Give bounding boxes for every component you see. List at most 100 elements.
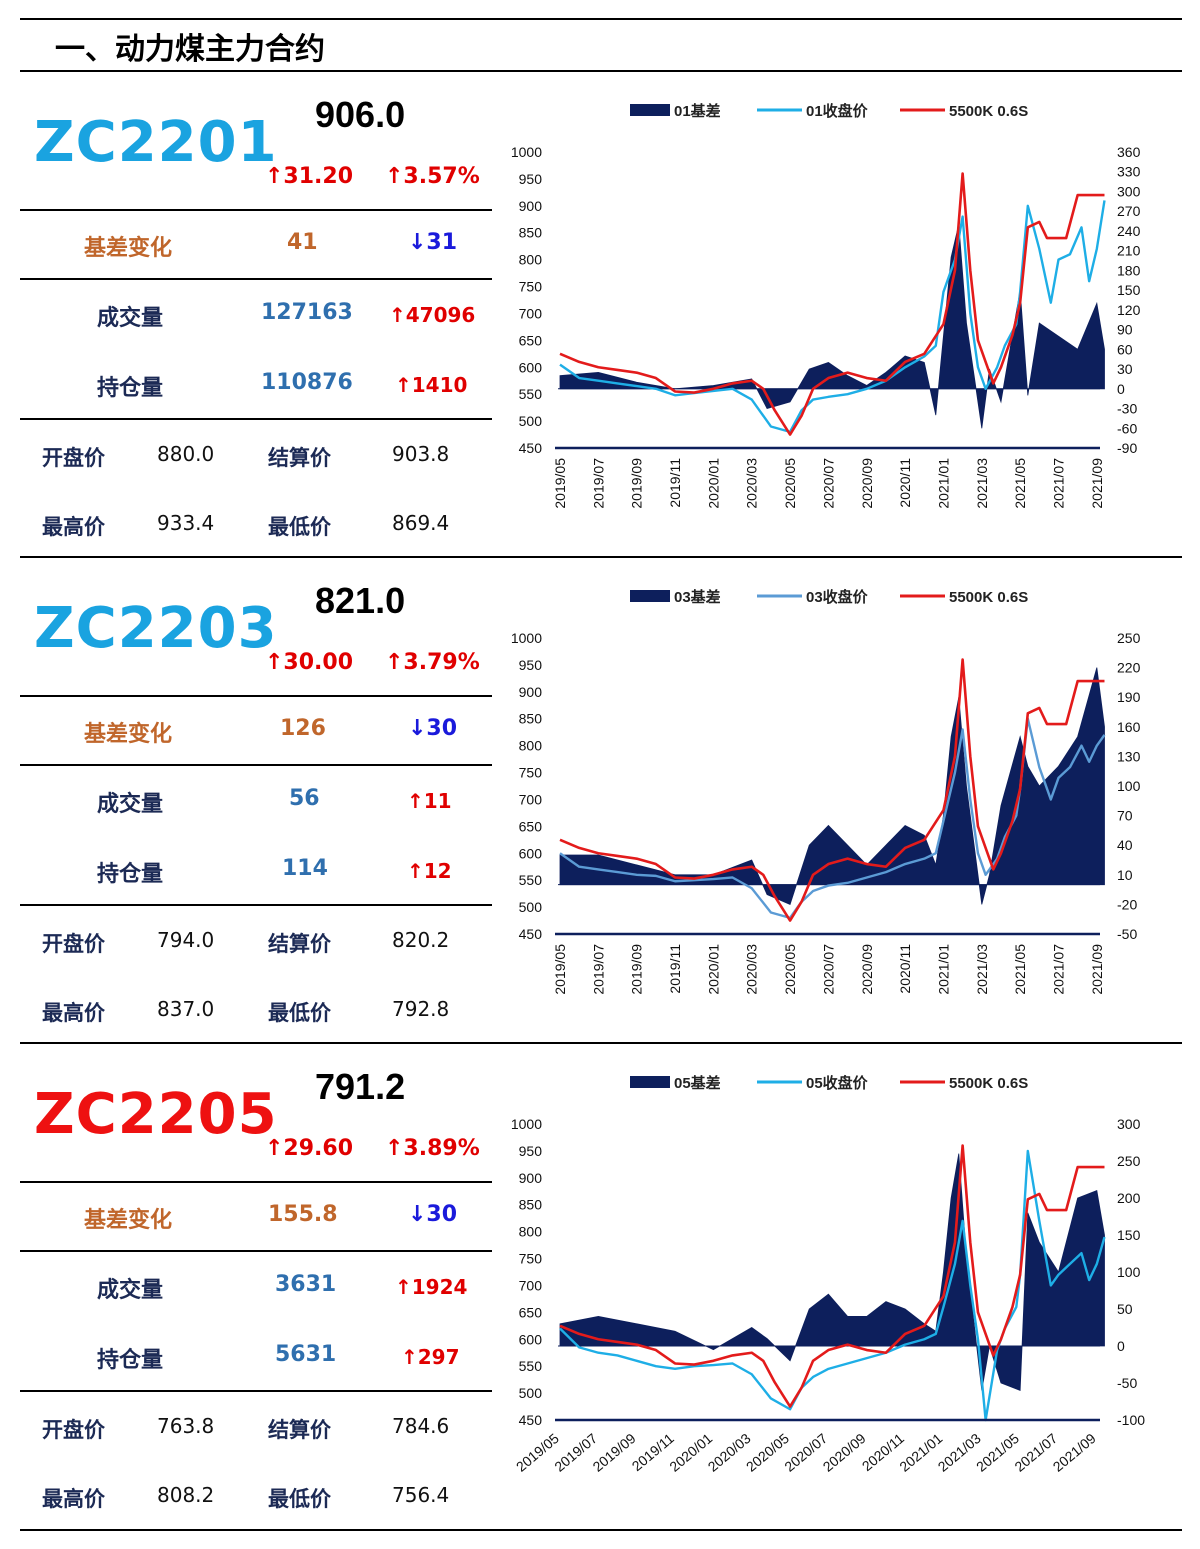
x-tick-label: 2019/11: [667, 458, 683, 508]
y-left-tick-label: 500: [519, 899, 543, 915]
legend-label: 05基差: [674, 1074, 721, 1092]
y-left-tick-label: 500: [519, 1385, 543, 1401]
y-left-tick-label: 450: [519, 440, 543, 456]
open-value: 794.0: [157, 928, 215, 952]
y-left-tick-label: 800: [519, 738, 543, 754]
low-label: 最低价: [268, 515, 331, 539]
x-tick-label: 2020/07: [820, 944, 836, 995]
y-right-tick-label: 190: [1117, 689, 1141, 705]
high-value: 837.0: [157, 997, 215, 1021]
y-right-tick-label: 90: [1117, 322, 1133, 338]
y-left-tick-label: 900: [519, 198, 543, 214]
high-label: 最高价: [42, 1001, 105, 1025]
x-tick-label: 2021/03: [974, 458, 990, 509]
close-price-line: [559, 1149, 1106, 1422]
x-tick-label: 2020/05: [782, 458, 798, 509]
y-left-tick-label: 1000: [511, 1116, 542, 1132]
volume-change: ↑1924: [395, 1275, 468, 1299]
basis-area: [559, 1153, 1105, 1391]
settle-value: 784.6: [392, 1414, 450, 1438]
legend-item: 5500K 0.6S: [900, 103, 1028, 120]
y-left-tick-label: 800: [519, 1224, 543, 1240]
settle-value: 903.8: [392, 442, 450, 466]
basis-value: 41: [287, 230, 318, 255]
high-label: 最高价: [42, 515, 105, 539]
panel-rule: [20, 1529, 1182, 1531]
y-right-tick-label: 270: [1117, 203, 1141, 219]
x-tick-label: 2021/05: [1012, 944, 1028, 995]
volume-label: 成交量: [97, 306, 164, 331]
low-label: 最低价: [268, 1001, 331, 1025]
y-left-tick-label: 450: [519, 926, 543, 942]
volume-value: 127163: [261, 300, 353, 325]
y-left-tick-label: 550: [519, 1358, 543, 1374]
open-value: 880.0: [157, 442, 215, 466]
legend-item: 5500K 0.6S: [900, 1075, 1028, 1092]
y-right-tick-label: 130: [1117, 748, 1141, 764]
row-divider: [20, 904, 492, 906]
basis-value: 155.8: [268, 1202, 338, 1227]
low-value: 869.4: [392, 511, 450, 535]
y-left-tick-label: 600: [519, 359, 543, 375]
y-left-tick-label: 700: [519, 305, 543, 321]
y-right-tick-label: -20: [1117, 896, 1137, 912]
basis-change: ↓31: [408, 230, 458, 255]
open-label: 开盘价: [42, 1418, 105, 1442]
row-divider: [20, 1250, 492, 1252]
y-right-tick-label: -30: [1117, 401, 1137, 417]
basis-change: ↓30: [408, 716, 458, 741]
legend-item: 03基差: [630, 588, 721, 606]
close-price-line: [559, 717, 1106, 920]
y-left-tick-label: 750: [519, 279, 543, 295]
y-left-tick-label: 450: [519, 1412, 543, 1428]
x-tick-label: 2019/05: [552, 458, 568, 509]
volume-value: 3631: [275, 1272, 337, 1297]
price-change-pct: ↑3.89%: [385, 1136, 480, 1161]
low-label: 最低价: [268, 1487, 331, 1511]
contract-panel-zc2201: ZC2201 906.0 ↑31.20 ↑3.57% 基差变化 41 ↓31 成交量 12716…: [0, 72, 1200, 558]
settle-value: 820.2: [392, 928, 450, 952]
y-right-tick-label: 150: [1117, 282, 1141, 298]
x-tick-label: 2021/07: [1050, 458, 1066, 509]
legend-item: 03收盘价: [757, 588, 869, 606]
x-tick-label: 2020/07: [820, 458, 836, 509]
y-left-tick-label: 650: [519, 1304, 543, 1320]
y-left-tick-label: 850: [519, 1197, 543, 1213]
y-right-tick-label: 200: [1117, 1190, 1141, 1206]
y-right-tick-label: -90: [1117, 440, 1137, 456]
x-tick-label: 2020/05: [782, 944, 798, 995]
price-change-pct: ↑3.79%: [385, 650, 480, 675]
last-price: 791.2: [315, 1066, 406, 1107]
title-rule: [20, 70, 1182, 72]
x-tick-label: 2019/07: [590, 944, 606, 995]
y-right-tick-label: 360: [1117, 144, 1141, 160]
y-right-tick-label: 250: [1117, 1153, 1141, 1169]
y-left-tick-label: 700: [519, 791, 543, 807]
basis-label: 基差变化: [84, 236, 173, 261]
x-tick-label: 2020/09: [859, 458, 875, 509]
y-left-tick-label: 900: [519, 1170, 543, 1186]
section-title: 一、动力煤主力合约: [55, 32, 325, 67]
settle-label: 结算价: [268, 1418, 331, 1442]
y-left-tick-label: 600: [519, 845, 543, 861]
y-right-tick-label: 120: [1117, 302, 1141, 318]
y-right-tick-label: 300: [1117, 1116, 1141, 1132]
volume-change: ↑11: [407, 789, 452, 813]
x-tick-label: 2021/01: [935, 944, 951, 995]
x-tick-label: 2021/09: [1089, 944, 1105, 995]
y-right-tick-label: 30: [1117, 361, 1133, 377]
top-rule: [20, 18, 1182, 20]
y-left-tick-label: 850: [519, 225, 543, 241]
x-tick-label: 2021/01: [935, 458, 951, 509]
open-interest-change: ↑297: [401, 1345, 460, 1369]
y-right-tick-label: 100: [1117, 778, 1141, 794]
price-change: ↑30.00: [265, 650, 354, 675]
last-price: 906.0: [315, 94, 406, 135]
basis-change: ↓30: [408, 1202, 458, 1227]
basis-label: 基差变化: [84, 1208, 173, 1233]
x-tick-label: 2020/01: [705, 458, 721, 509]
contract-code: ZC2205: [34, 1082, 278, 1147]
x-tick-label: 2020/09: [820, 1430, 869, 1475]
y-left-tick-label: 550: [519, 872, 543, 888]
y-left-tick-label: 600: [519, 1331, 543, 1347]
